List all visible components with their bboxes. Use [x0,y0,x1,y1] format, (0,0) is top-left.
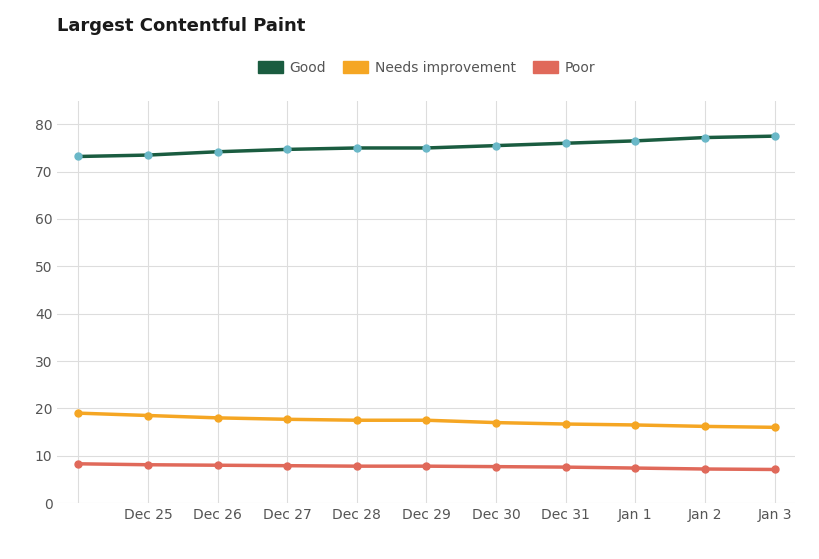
Text: Largest Contentful Paint: Largest Contentful Paint [57,17,305,35]
Legend: Good, Needs improvement, Poor: Good, Needs improvement, Poor [251,55,600,80]
